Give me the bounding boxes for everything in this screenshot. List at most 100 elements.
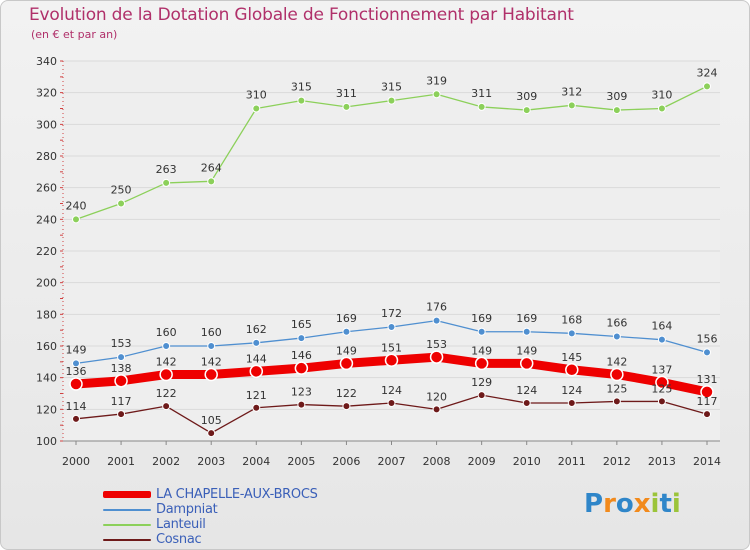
data-point	[700, 385, 714, 399]
data-point	[703, 82, 711, 91]
x-tick-label: 2003	[197, 455, 225, 468]
data-label: 125	[606, 382, 627, 395]
data-label: 142	[606, 356, 627, 369]
data-label: 124	[561, 384, 582, 397]
data-label: 144	[246, 352, 267, 365]
data-label: 153	[426, 338, 447, 351]
data-label: 117	[111, 395, 132, 408]
x-tick-label: 2001	[107, 455, 135, 468]
x-tick-label: 2005	[287, 455, 315, 468]
data-point	[657, 104, 666, 113]
data-label: 121	[246, 389, 267, 402]
data-point	[387, 399, 396, 407]
data-point	[207, 342, 216, 350]
data-point	[655, 375, 669, 390]
legend-label-la-chapelle: LA CHAPELLE-AUX-BROCS	[156, 487, 318, 502]
data-point	[612, 332, 621, 341]
data-point	[339, 356, 354, 371]
data-label: 151	[381, 341, 402, 354]
data-label: 319	[426, 74, 447, 87]
y-tick-label: 120	[36, 403, 57, 416]
y-tick-label: 320	[36, 87, 57, 100]
legend-item-la-chapelle: LA CHAPELLE-AUX-BROCS	[103, 487, 443, 502]
data-point	[162, 402, 171, 411]
data-label: 312	[561, 85, 582, 98]
data-labels: 240 250 263 264 310 315 311 315 319 311 309 312 309 3…	[66, 66, 718, 427]
data-label: 123	[291, 386, 312, 399]
data-label: 169	[336, 312, 357, 325]
data-label: 164	[651, 320, 672, 333]
x-tick-label: 2010	[513, 455, 541, 468]
y-tick-label: 340	[36, 55, 57, 68]
data-label: 311	[336, 87, 357, 100]
data-point	[117, 353, 126, 362]
data-point	[162, 342, 171, 350]
data-point	[432, 316, 441, 325]
data-point	[567, 399, 576, 407]
data-point	[252, 338, 261, 347]
data-point	[610, 367, 624, 382]
data-point	[703, 410, 711, 419]
data-point	[477, 327, 486, 336]
data-label: 168	[561, 313, 582, 326]
data-label: 124	[516, 384, 537, 397]
data-point	[612, 397, 621, 406]
data-label: 156	[697, 332, 718, 345]
x-tick-label: 2008	[423, 455, 451, 468]
data-label: 122	[156, 387, 177, 400]
data-label: 142	[201, 356, 222, 369]
data-label: 136	[66, 365, 87, 378]
data-point	[387, 323, 396, 331]
data-label: 114	[66, 400, 87, 413]
data-point	[429, 350, 444, 364]
data-label: 124	[381, 384, 402, 397]
series-layer	[69, 82, 714, 438]
x-tick-label: 2013	[648, 455, 676, 468]
legend-swatch-dampniat	[103, 509, 151, 511]
data-label: 160	[156, 326, 177, 339]
data-point	[207, 429, 216, 438]
data-label: 172	[381, 307, 402, 320]
data-point	[519, 356, 534, 371]
data-point	[207, 177, 216, 186]
axes: 100 120 140 160 180 200 220 240 260 280 300 320 340 2…	[36, 55, 721, 468]
data-point	[522, 327, 531, 336]
data-point	[432, 90, 441, 99]
data-label: 120	[426, 390, 447, 403]
data-point	[342, 402, 351, 411]
data-point	[342, 327, 351, 336]
data-label: 315	[291, 81, 312, 94]
data-label: 166	[606, 317, 627, 330]
data-label: 309	[606, 90, 627, 103]
data-label: 250	[111, 184, 132, 197]
data-label: 149	[66, 343, 87, 356]
data-point	[432, 405, 441, 414]
data-label: 138	[111, 362, 132, 375]
data-point	[159, 367, 173, 382]
data-label: 310	[246, 89, 267, 102]
data-label: 311	[471, 87, 492, 100]
data-point	[204, 367, 218, 382]
y-tick-label: 220	[36, 245, 57, 258]
legend-item-lanteuil: Lanteuil	[103, 517, 443, 532]
data-point	[117, 410, 126, 419]
proxiti-logo: Proxiti	[584, 489, 681, 519]
data-point	[162, 178, 171, 187]
data-point	[72, 359, 80, 368]
y-tick-label: 240	[36, 213, 57, 226]
data-point	[522, 399, 531, 407]
data-point	[297, 96, 306, 105]
data-label: 315	[381, 81, 402, 94]
data-label: 131	[697, 373, 718, 386]
data-point	[657, 335, 666, 344]
data-point	[117, 199, 126, 208]
chart-title: Evolution de la Dotation Globale de Fonc…	[29, 5, 574, 25]
data-label: 129	[471, 376, 492, 389]
legend-swatch-cosnac	[103, 539, 151, 541]
data-label: 324	[697, 66, 718, 79]
data-point	[114, 374, 128, 388]
legend-label-cosnac: Cosnac	[156, 532, 202, 547]
y-tick-label: 100	[36, 435, 57, 448]
data-point	[477, 391, 486, 400]
y-tick-label: 140	[36, 372, 57, 385]
